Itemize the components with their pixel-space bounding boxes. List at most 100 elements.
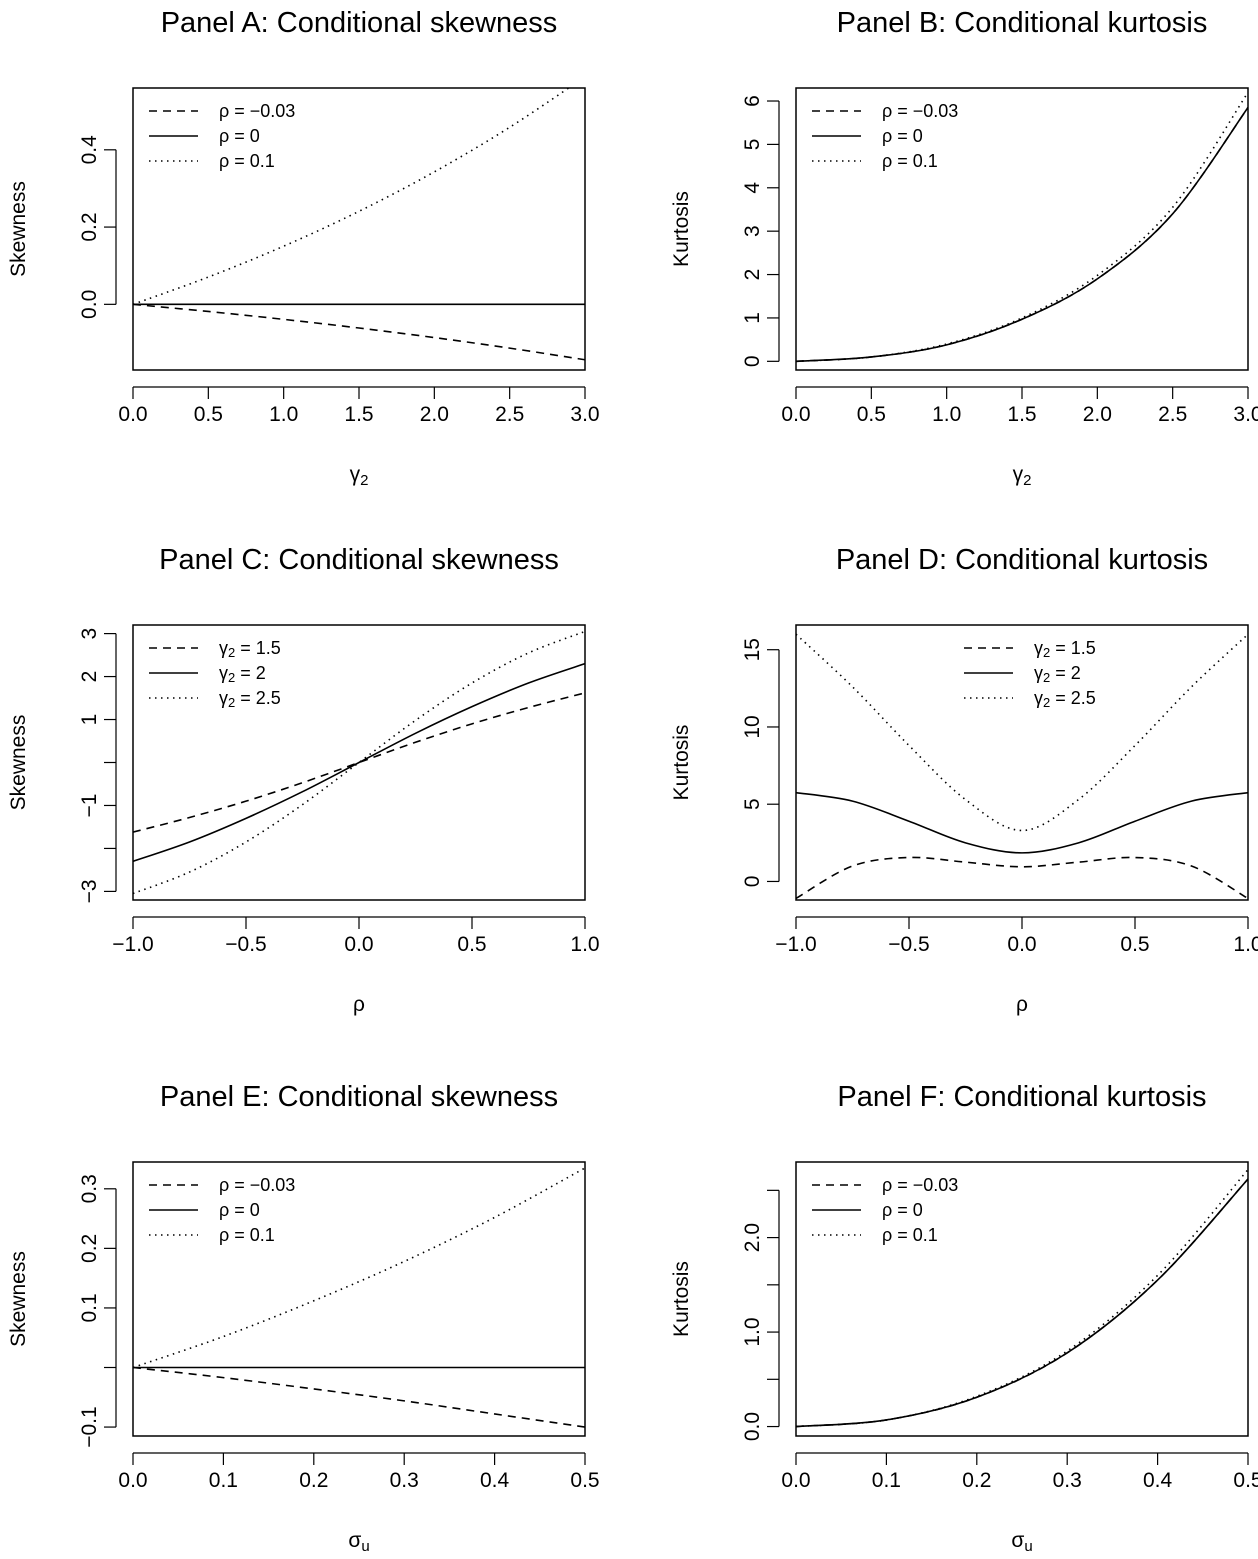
y-tick-label: 15: [741, 638, 764, 661]
y-tick-label: 4: [741, 182, 764, 194]
x-tick-label: 0.0: [781, 403, 810, 426]
panel-a: Panel A: Conditional skewness 0.0 0.5 1.0 1.…: [7, 7, 600, 489]
x-tick-label: 0.0: [118, 403, 147, 426]
y-tick-label: 0.2: [78, 1234, 101, 1263]
legend-label: γ2 = 2.5: [219, 688, 281, 710]
y-tick-label: 2: [741, 269, 764, 281]
y-axis-label: Kurtosis: [670, 1261, 693, 1337]
legend-label: ρ = 0.1: [882, 1225, 938, 1245]
panel-b: Panel B: Conditional kurtosis 0.0 0.5 1.0 1.…: [670, 7, 1258, 489]
y-tick-label: 3: [741, 225, 764, 237]
x-tick-label: 2.5: [1158, 403, 1187, 426]
y-tick-label: 0: [741, 355, 764, 367]
series-line-dashed: [796, 107, 1248, 363]
y-tick-label: 5: [741, 798, 764, 810]
series-line-dashed: [796, 1178, 1248, 1428]
x-tick-label: 0.0: [344, 933, 373, 956]
series-line-dotted: [133, 88, 571, 306]
series-line-solid: [796, 107, 1248, 363]
plot-frame: [132, 87, 586, 371]
legend: γ2 = 1.5 γ2 = 2 γ2 = 2.5: [964, 638, 1096, 710]
panel-b-title: Panel B: Conditional kurtosis: [837, 7, 1208, 39]
legend-label: γ2 = 1.5: [219, 638, 281, 660]
x-tick-label: 0.5: [570, 1469, 599, 1492]
y-tick-label: 0.3: [78, 1174, 101, 1203]
legend: ρ = −0.03 ρ = 0 ρ = 0.1: [149, 101, 295, 171]
x-tick-label: −0.5: [225, 933, 266, 956]
y-tick-label: 1.0: [741, 1317, 764, 1346]
y-tick-label: 2: [78, 671, 101, 683]
plot-frame: [795, 1161, 1249, 1437]
series-line-dotted: [796, 1169, 1248, 1428]
plot-frame: [795, 87, 1249, 371]
y-tick-label: 2.0: [741, 1223, 764, 1252]
x-tick-label: 0.0: [118, 1469, 147, 1492]
legend: ρ = −0.03 ρ = 0 ρ = 0.1: [149, 1175, 295, 1245]
x-tick-label: −1.0: [775, 933, 816, 956]
x-tick-label: 0.5: [194, 403, 223, 426]
x-tick-label: 0.5: [457, 933, 486, 956]
legend: γ2 = 1.5 γ2 = 2 γ2 = 2.5: [149, 638, 281, 710]
panel-c: Panel C: Conditional skewness −1.0 −0.5 0.0…: [7, 544, 600, 1016]
series-line-solid: [796, 1178, 1248, 1428]
y-tick-label: −1: [78, 793, 101, 817]
panel-f-title: Panel F: Conditional kurtosis: [837, 1081, 1206, 1113]
x-tick-label: 1.0: [570, 933, 599, 956]
x-tick-label: 0.5: [1120, 933, 1149, 956]
x-tick-label: 0.0: [1007, 933, 1036, 956]
plot-frame: [132, 1161, 586, 1437]
x-tick-label: 3.0: [1233, 403, 1258, 426]
x-tick-label: 1.5: [1007, 403, 1036, 426]
x-tick-label: 0.2: [962, 1469, 991, 1492]
panel-c-title: Panel C: Conditional skewness: [159, 544, 559, 576]
x-tick-label: 2.0: [1083, 403, 1112, 426]
panel-d-title: Panel D: Conditional kurtosis: [836, 544, 1208, 576]
y-tick-label: 1: [741, 312, 764, 324]
legend-label: ρ = 0: [882, 126, 923, 146]
x-tick-label: 0.4: [480, 1469, 510, 1492]
series-line-solid: [796, 791, 1248, 854]
x-tick-label: −0.5: [888, 933, 929, 956]
x-tick-label: 0.1: [209, 1469, 238, 1492]
legend-label: ρ = 0.1: [219, 1225, 275, 1245]
panel-a-title: Panel A: Conditional skewness: [161, 7, 558, 39]
legend: ρ = −0.03 ρ = 0 ρ = 0.1: [812, 1175, 958, 1245]
y-tick-label: −0.1: [78, 1406, 101, 1447]
series-line-dashed: [133, 1366, 585, 1428]
legend-label: γ2 = 2: [1034, 663, 1081, 685]
x-tick-label: 1.0: [932, 403, 961, 426]
y-tick-label: 0.0: [741, 1412, 764, 1441]
legend-label: ρ = −0.03: [219, 1175, 295, 1195]
x-tick-label: 3.0: [570, 403, 599, 426]
x-tick-label: 0.1: [872, 1469, 901, 1492]
x-tick-label: 0.3: [390, 1469, 419, 1492]
x-axis-label: γ2: [1013, 463, 1032, 489]
y-tick-label: 0.4: [78, 135, 101, 165]
x-tick-label: 2.5: [495, 403, 524, 426]
y-tick-label: 0.2: [78, 212, 101, 241]
series-line-dotted: [796, 91, 1248, 363]
x-tick-label: 0.2: [299, 1469, 328, 1492]
y-tick-label: 0: [741, 876, 764, 888]
y-tick-label: 1: [78, 714, 101, 726]
x-axis-label: σu: [348, 1529, 369, 1555]
y-axis-label: Kurtosis: [670, 191, 693, 267]
legend-label: γ2 = 2: [219, 663, 266, 685]
x-axis-label: ρ: [353, 993, 365, 1016]
y-axis-label: Skewness: [7, 1251, 30, 1347]
panel-d: Panel D: Conditional kurtosis −1.0 −0.5 0.0…: [670, 544, 1258, 1016]
x-tick-label: 2.0: [420, 403, 449, 426]
legend-label: γ2 = 2.5: [1034, 688, 1096, 710]
panel-f: Panel F: Conditional kurtosis 0.0 0.1 0.2 0.…: [670, 1081, 1258, 1555]
plot-frame: [795, 624, 1249, 901]
y-tick-label: 0.0: [78, 290, 101, 319]
x-tick-label: 1.0: [1233, 933, 1258, 956]
series-line-solid: [133, 662, 585, 863]
y-axis-label: Kurtosis: [670, 725, 693, 801]
x-tick-label: −1.0: [112, 933, 153, 956]
x-tick-label: 0.5: [857, 403, 886, 426]
x-axis-label: γ2: [350, 463, 369, 489]
y-tick-label: 0.1: [78, 1293, 101, 1322]
series-line-dashed: [133, 692, 585, 833]
panel-e: Panel E: Conditional skewness 0.0 0.1 0.2 0.…: [7, 1081, 600, 1555]
